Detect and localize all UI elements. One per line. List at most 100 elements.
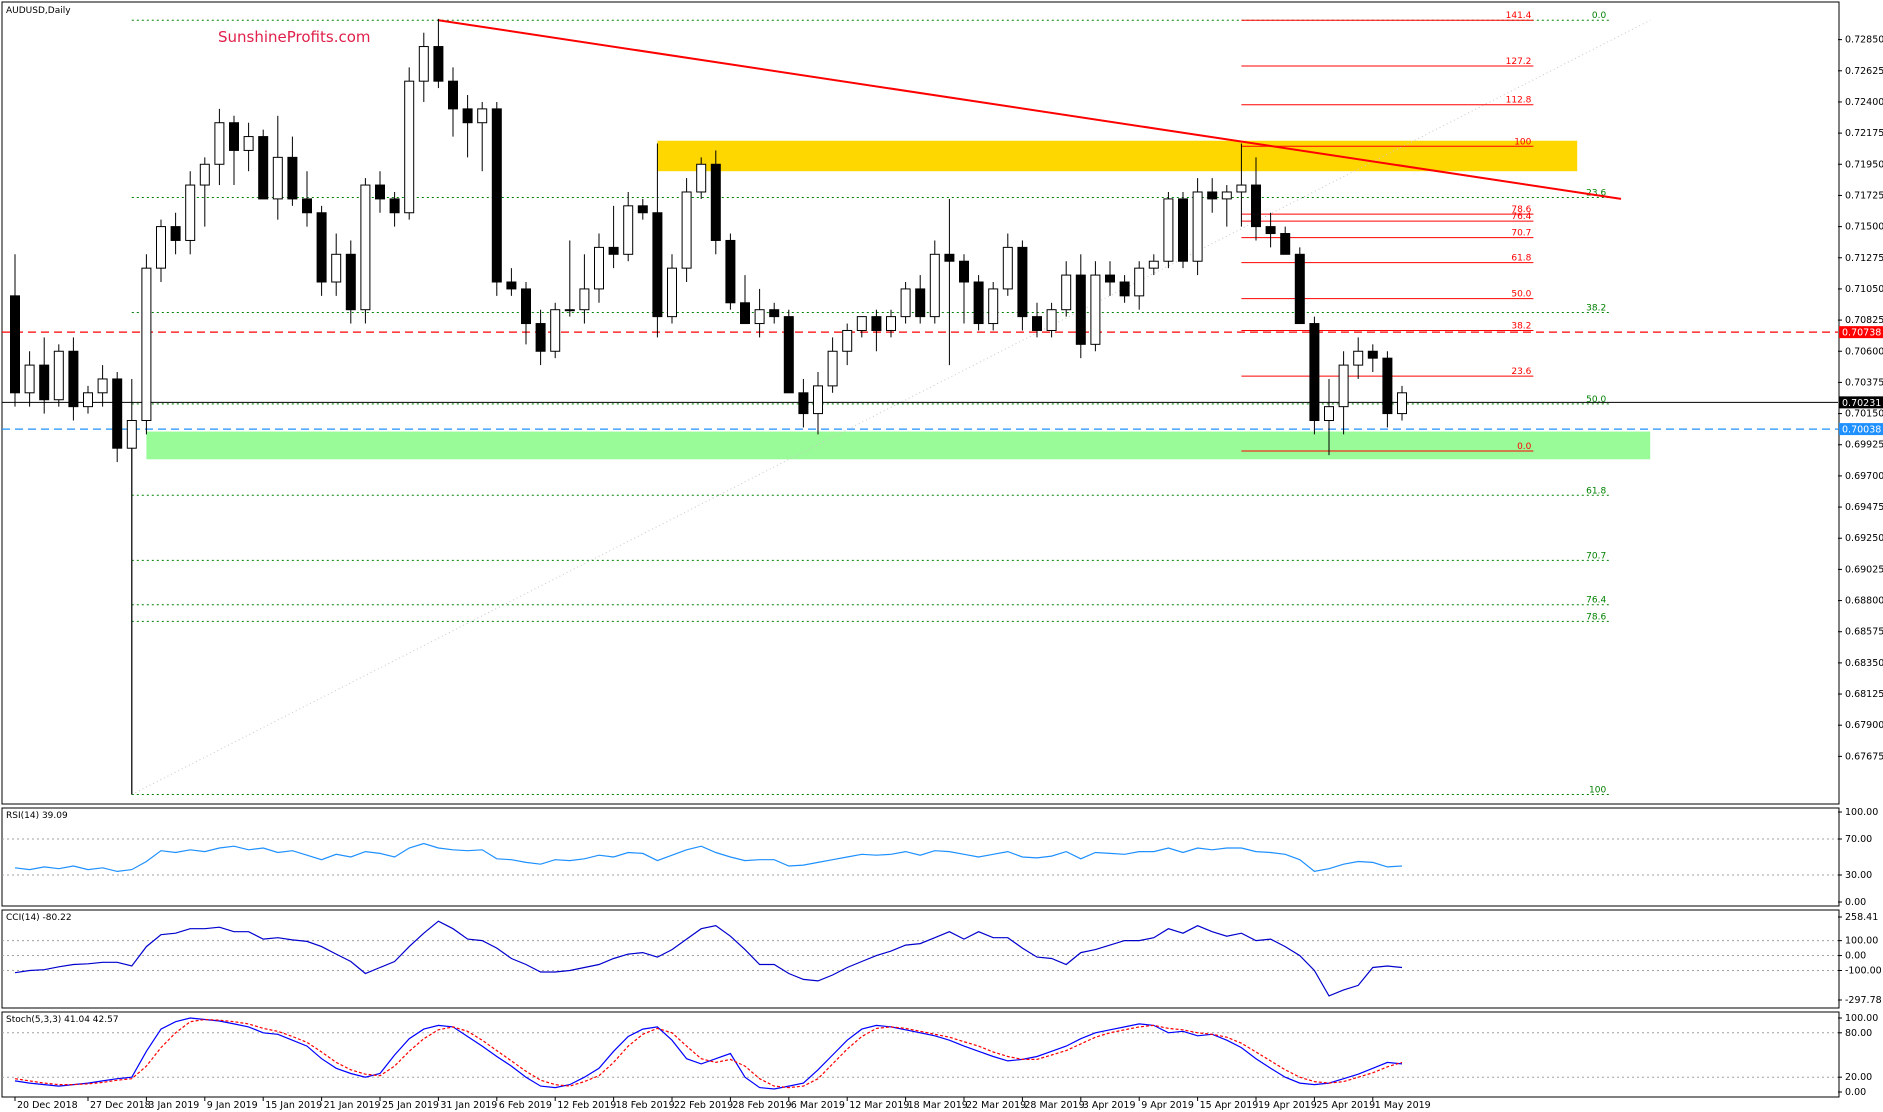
candle-body — [53, 350, 64, 401]
candle-body — [813, 385, 823, 415]
candle-body — [769, 309, 780, 318]
resistance-price-tag — [1839, 326, 1883, 339]
fib-green-label: 78.6 — [1586, 612, 1606, 622]
candle-body — [477, 108, 488, 124]
candle-body — [229, 122, 239, 151]
price-axis: 0.72850 0.72625 0.72400 0.72175 0.71950 0.717… — [1838, 35, 1883, 762]
candle-body — [112, 378, 123, 449]
candle-body — [1090, 274, 1101, 345]
indicator-series-line — [14, 920, 1403, 997]
price-tick-label: 0.69925 — [1845, 440, 1883, 451]
indicator-series-line — [14, 1017, 1403, 1090]
candle-body — [1338, 364, 1349, 408]
price-tick-label: 0.68800 — [1845, 596, 1883, 607]
candle-body — [302, 198, 312, 214]
candle-body — [10, 295, 20, 394]
candle-body — [1294, 253, 1305, 325]
fib-diagonal — [131, 19, 1651, 795]
candle-body — [754, 309, 765, 325]
candle-body — [491, 108, 502, 283]
candle-body — [623, 205, 634, 255]
price-tick-label: 0.71950 — [1845, 159, 1883, 170]
candle-body — [1367, 350, 1378, 359]
symbol-label: AUDUSD,Daily — [6, 6, 71, 16]
fib-green-label: 0.0 — [1592, 11, 1607, 21]
candle-body — [1382, 357, 1393, 415]
candle-body — [842, 329, 853, 352]
indicator-tick-label: 100.00 — [1845, 807, 1878, 818]
candle-body — [1324, 406, 1334, 422]
candle-body — [1192, 191, 1203, 262]
time-tick-label: 18 Feb 2019 — [616, 1100, 675, 1111]
support-price-tag — [1839, 423, 1883, 436]
candle-body — [1075, 274, 1086, 345]
candle-body — [535, 323, 546, 352]
rsi-layer: 100.00 70.00 30.00 0.00 — [2, 807, 1878, 908]
candle-body — [798, 392, 809, 415]
time-tick-label: 28 Feb 2019 — [732, 1100, 791, 1111]
fib-red-label: 23.6 — [1511, 367, 1531, 377]
indicator-series-line — [14, 1018, 1403, 1089]
candle-body — [681, 191, 692, 269]
indicator-tick-label: 70.00 — [1845, 834, 1872, 845]
time-tick-label: 22 Feb 2019 — [674, 1100, 733, 1111]
price-tick-label: 0.70825 — [1845, 315, 1883, 326]
candle-body — [594, 246, 604, 290]
candle-body — [929, 253, 940, 318]
candle-body — [24, 364, 35, 394]
time-tick-label: 25 Apr 2019 — [1316, 1100, 1375, 1111]
candle-body — [185, 184, 196, 241]
fib-red-label: 38.2 — [1511, 321, 1531, 331]
candle-body — [316, 212, 327, 283]
candle-body — [1134, 267, 1145, 297]
brand-watermark: SunshineProfits.com — [218, 28, 371, 46]
fib-red-label: 70.7 — [1511, 229, 1531, 239]
time-tick-label: 3 Apr 2019 — [1083, 1100, 1136, 1111]
candle-body — [1163, 198, 1174, 262]
resistance-zone — [657, 140, 1578, 172]
price-tick-label: 0.67675 — [1845, 751, 1883, 762]
rsi-title: RSI(14) 39.09 — [6, 811, 68, 821]
candle-body — [696, 163, 707, 193]
price-tick-label: 0.69250 — [1845, 533, 1883, 544]
candle-body — [156, 226, 166, 269]
candle-body — [97, 378, 108, 394]
candle-body — [1061, 274, 1072, 311]
candle-body — [550, 309, 561, 352]
candle-body — [725, 239, 736, 304]
zones-layer — [146, 140, 1651, 460]
fib-red-label: 141.4 — [1506, 11, 1532, 21]
candle-body — [667, 267, 677, 318]
candle-body — [608, 246, 619, 255]
fib-red-label: 127.2 — [1506, 57, 1532, 67]
time-tick-label: 18 Mar 2019 — [908, 1100, 968, 1111]
candle-body — [214, 122, 225, 165]
candle-body — [1002, 246, 1013, 290]
candle-body — [360, 184, 371, 311]
time-tick-label: 12 Feb 2019 — [557, 1100, 616, 1111]
candle-body — [871, 316, 882, 331]
indicator-series-line — [14, 842, 1403, 873]
price-tick-label: 0.71050 — [1845, 284, 1883, 295]
time-tick-label: 25 Jan 2019 — [382, 1100, 439, 1111]
candle-body — [1236, 184, 1247, 193]
candle-body — [462, 108, 473, 124]
candle-body — [564, 309, 575, 312]
indicator-tick-label: -100.00 — [1845, 965, 1882, 976]
resistance-price-tag-label: 0.70738 — [1842, 328, 1881, 339]
price-tick-label: 0.68350 — [1845, 658, 1883, 669]
candle-body — [345, 253, 356, 311]
candle-body — [1280, 233, 1291, 255]
candle-body — [389, 198, 400, 214]
time-tick-label: 6 Feb 2019 — [499, 1100, 552, 1111]
price-tick-label: 0.72625 — [1845, 66, 1883, 77]
time-tick-label: 31 Jan 2019 — [440, 1100, 497, 1111]
price-tick-label: 0.68575 — [1845, 627, 1883, 638]
indicator-tick-label: 80.00 — [1845, 1028, 1872, 1039]
candle-body — [579, 288, 590, 311]
fib-red-label: 100 — [1514, 137, 1531, 147]
fib-red-label: 0.0 — [1517, 442, 1532, 452]
fib-green-label: 76.4 — [1586, 596, 1606, 606]
